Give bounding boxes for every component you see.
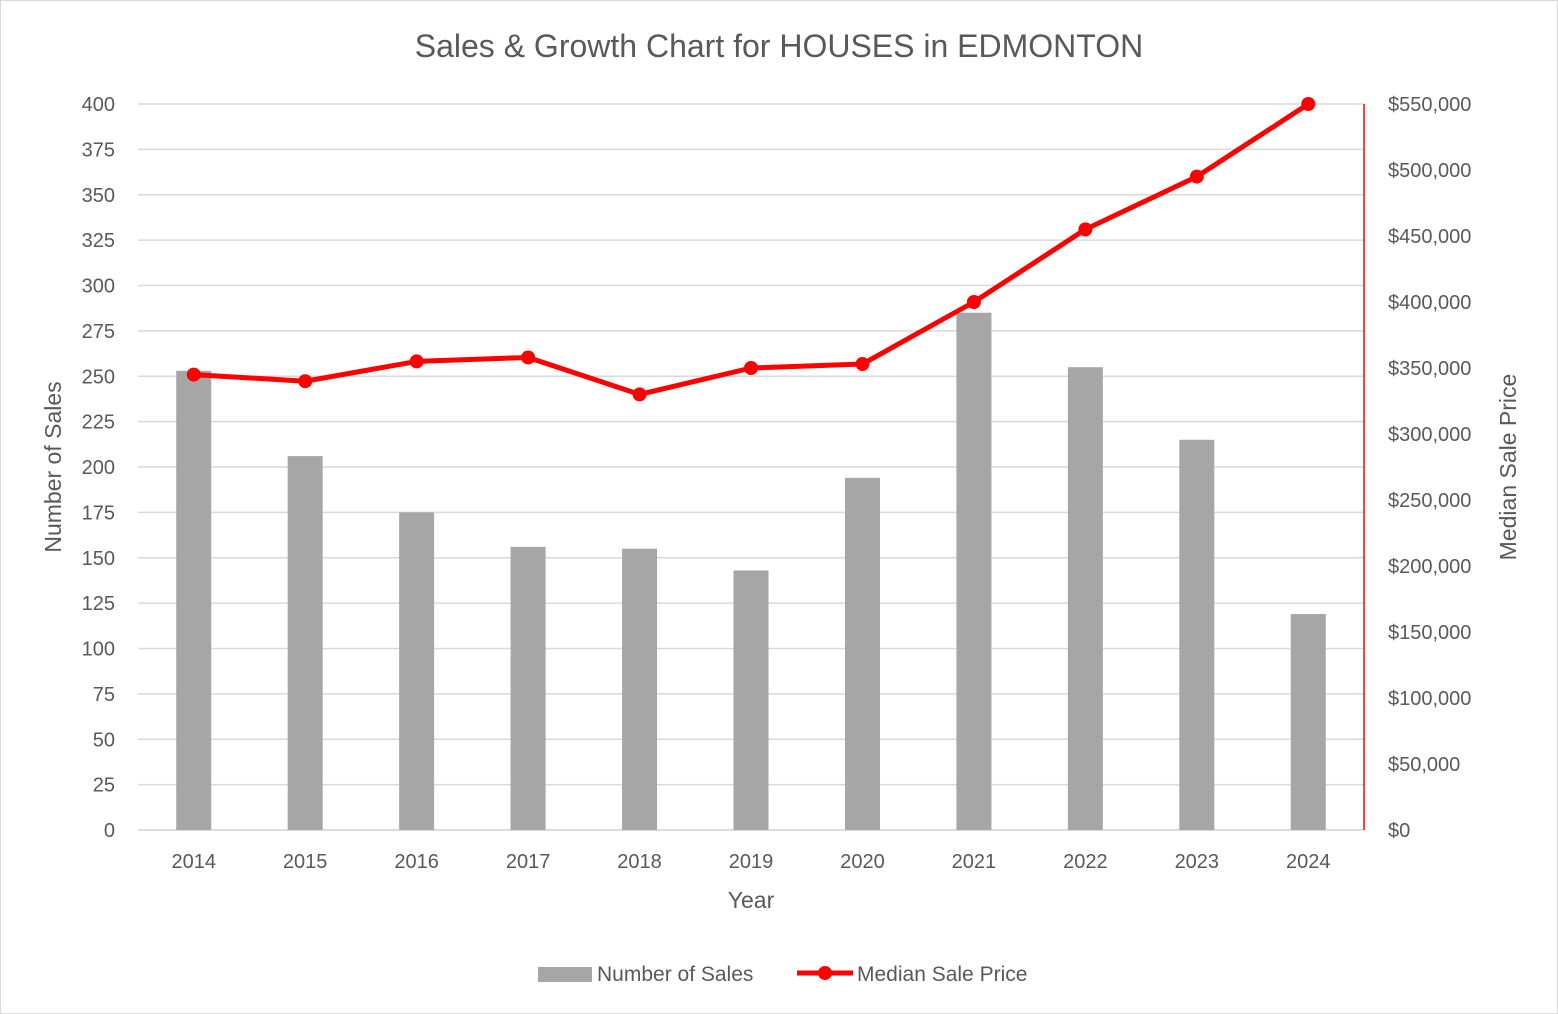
legend-label: Median Sale Price — [857, 963, 1027, 986]
y-tick-label: 375 — [82, 139, 115, 161]
y-tick-label: 125 — [82, 593, 115, 615]
bar-series — [176, 312, 1326, 831]
y2-tick-label: $550,000 — [1388, 94, 1471, 116]
bar — [510, 546, 546, 830]
legend-swatch-bar — [538, 967, 592, 982]
y2-tick-label: $300,000 — [1388, 424, 1471, 446]
right-axis-ticks: $0 $50,000 $100,000 $150,000 $200,000 $250,00… — [1388, 94, 1471, 842]
left-axis-ticks: 0 25 50 75 100 125 150 175 200 225 250 275 300 325 350… — [82, 94, 115, 842]
line-point — [298, 374, 313, 389]
bar — [622, 548, 658, 830]
bar — [1179, 439, 1215, 830]
y-tick-label: 325 — [82, 230, 115, 252]
x-tick-label: 2016 — [394, 851, 439, 873]
x-tick-label: 2018 — [617, 851, 662, 873]
bar — [176, 370, 212, 830]
line-point — [966, 295, 981, 309]
x-tick-label: 2020 — [840, 851, 885, 873]
legend-label: Number of Sales — [597, 963, 753, 986]
x-axis-title: Year — [728, 887, 775, 913]
bar — [287, 456, 323, 830]
y2-tick-label: $350,000 — [1388, 358, 1471, 380]
chart-title: Sales & Growth Chart for HOUSES in EDMON… — [415, 28, 1143, 64]
y2-tick-label: $0 — [1388, 820, 1410, 842]
y-tick-label: 175 — [82, 502, 115, 524]
y2-tick-label: $50,000 — [1388, 754, 1460, 776]
bar — [399, 512, 435, 830]
line-point — [1301, 97, 1316, 111]
left-axis-title: Number of Sales — [40, 381, 66, 552]
y-tick-label: 25 — [93, 775, 115, 797]
y2-tick-label: $450,000 — [1388, 226, 1471, 248]
bar — [844, 477, 880, 830]
y2-tick-label: $250,000 — [1388, 490, 1471, 512]
series-line — [191, 101, 1311, 397]
bar — [1067, 367, 1103, 830]
y-tick-label: 250 — [82, 366, 115, 388]
x-tick-label: 2015 — [283, 851, 328, 873]
y-tick-label: 400 — [82, 94, 115, 116]
right-axis-title: Median Sale Price — [1495, 374, 1521, 561]
legend-swatch-marker — [818, 966, 832, 980]
y-tick-label: 75 — [93, 684, 115, 706]
x-tick-label: 2023 — [1175, 851, 1220, 873]
y-tick-label: 150 — [82, 548, 115, 570]
line-point — [744, 361, 758, 375]
line-point — [409, 354, 424, 369]
line-point — [855, 357, 870, 372]
legend: Number of Sales Median Sale Price — [538, 963, 1027, 986]
bar — [1290, 614, 1326, 830]
x-tick-label: 2022 — [1063, 851, 1108, 873]
y2-tick-label: $500,000 — [1388, 160, 1471, 182]
bar — [956, 312, 992, 831]
y2-tick-label: $400,000 — [1388, 292, 1471, 314]
y-tick-label: 0 — [104, 820, 115, 842]
line-point — [521, 350, 536, 365]
x-tick-label: 2014 — [171, 851, 216, 873]
x-tick-label: 2021 — [952, 851, 997, 873]
y-tick-label: 350 — [82, 185, 115, 207]
y-tick-label: 50 — [93, 729, 115, 751]
line-point — [186, 367, 201, 382]
y2-tick-label: $100,000 — [1388, 688, 1471, 710]
y-tick-label: 225 — [82, 412, 115, 434]
x-tick-label: 2024 — [1286, 851, 1331, 873]
line-point — [632, 387, 647, 402]
line-point — [1078, 222, 1093, 237]
y2-tick-label: $150,000 — [1388, 622, 1471, 644]
y2-tick-label: $200,000 — [1388, 556, 1471, 578]
x-axis-ticks: 2014 2015 2016 2017 2018 2019 2020 2021 2022 2023… — [171, 851, 1330, 873]
y-tick-label: 300 — [82, 276, 115, 298]
y-tick-label: 100 — [82, 639, 115, 661]
y-tick-label: 200 — [82, 457, 115, 479]
line-point — [1189, 169, 1204, 184]
x-tick-label: 2017 — [506, 851, 551, 873]
line-series — [186, 97, 1316, 402]
x-tick-label: 2019 — [729, 851, 774, 873]
bar — [733, 570, 769, 830]
y-tick-label: 275 — [82, 321, 115, 343]
